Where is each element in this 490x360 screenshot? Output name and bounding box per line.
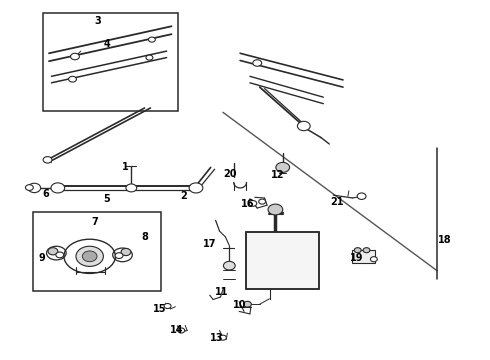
Bar: [33, 212, 161, 291]
Text: 16: 16: [241, 199, 254, 210]
Bar: [43, 13, 178, 111]
Circle shape: [220, 335, 226, 340]
Text: 15: 15: [152, 304, 166, 314]
Circle shape: [146, 55, 153, 60]
Text: 11: 11: [215, 287, 228, 297]
Text: 1: 1: [122, 162, 128, 172]
Circle shape: [69, 76, 76, 82]
Bar: [246, 232, 319, 289]
Circle shape: [363, 248, 370, 253]
Text: 7: 7: [91, 217, 98, 227]
Text: 14: 14: [170, 325, 183, 336]
Text: 12: 12: [270, 170, 284, 180]
Text: 2: 2: [180, 191, 187, 201]
Circle shape: [249, 201, 257, 206]
Text: 3: 3: [95, 16, 101, 26]
Circle shape: [148, 37, 155, 42]
Circle shape: [253, 60, 262, 66]
Circle shape: [370, 257, 377, 262]
Circle shape: [178, 328, 185, 333]
Circle shape: [115, 253, 123, 258]
Circle shape: [25, 185, 33, 190]
Text: 5: 5: [103, 194, 110, 204]
Circle shape: [223, 261, 235, 270]
Bar: [352, 250, 375, 263]
Text: 4: 4: [103, 39, 110, 49]
Circle shape: [121, 248, 131, 256]
Circle shape: [28, 183, 41, 193]
Circle shape: [189, 183, 203, 193]
Text: 18: 18: [438, 235, 451, 246]
Circle shape: [126, 184, 137, 192]
Text: 8: 8: [141, 232, 148, 242]
Circle shape: [164, 303, 171, 309]
Text: 10: 10: [233, 300, 247, 310]
Text: 17: 17: [202, 239, 216, 249]
Circle shape: [48, 248, 58, 255]
Circle shape: [354, 248, 361, 253]
Text: 13: 13: [210, 333, 224, 343]
Circle shape: [268, 204, 283, 215]
Circle shape: [56, 252, 64, 258]
Circle shape: [82, 251, 97, 262]
Text: 21: 21: [330, 197, 344, 207]
Circle shape: [244, 301, 251, 307]
Circle shape: [357, 193, 366, 199]
Bar: [246, 232, 319, 289]
Text: 6: 6: [42, 189, 49, 199]
Circle shape: [43, 157, 52, 163]
Text: 20: 20: [223, 168, 237, 179]
Text: 9: 9: [38, 253, 45, 263]
Text: 19: 19: [350, 253, 364, 263]
Circle shape: [71, 53, 79, 60]
Circle shape: [276, 162, 290, 172]
Circle shape: [51, 183, 65, 193]
Circle shape: [76, 246, 103, 266]
Circle shape: [259, 199, 266, 204]
Circle shape: [297, 121, 310, 131]
